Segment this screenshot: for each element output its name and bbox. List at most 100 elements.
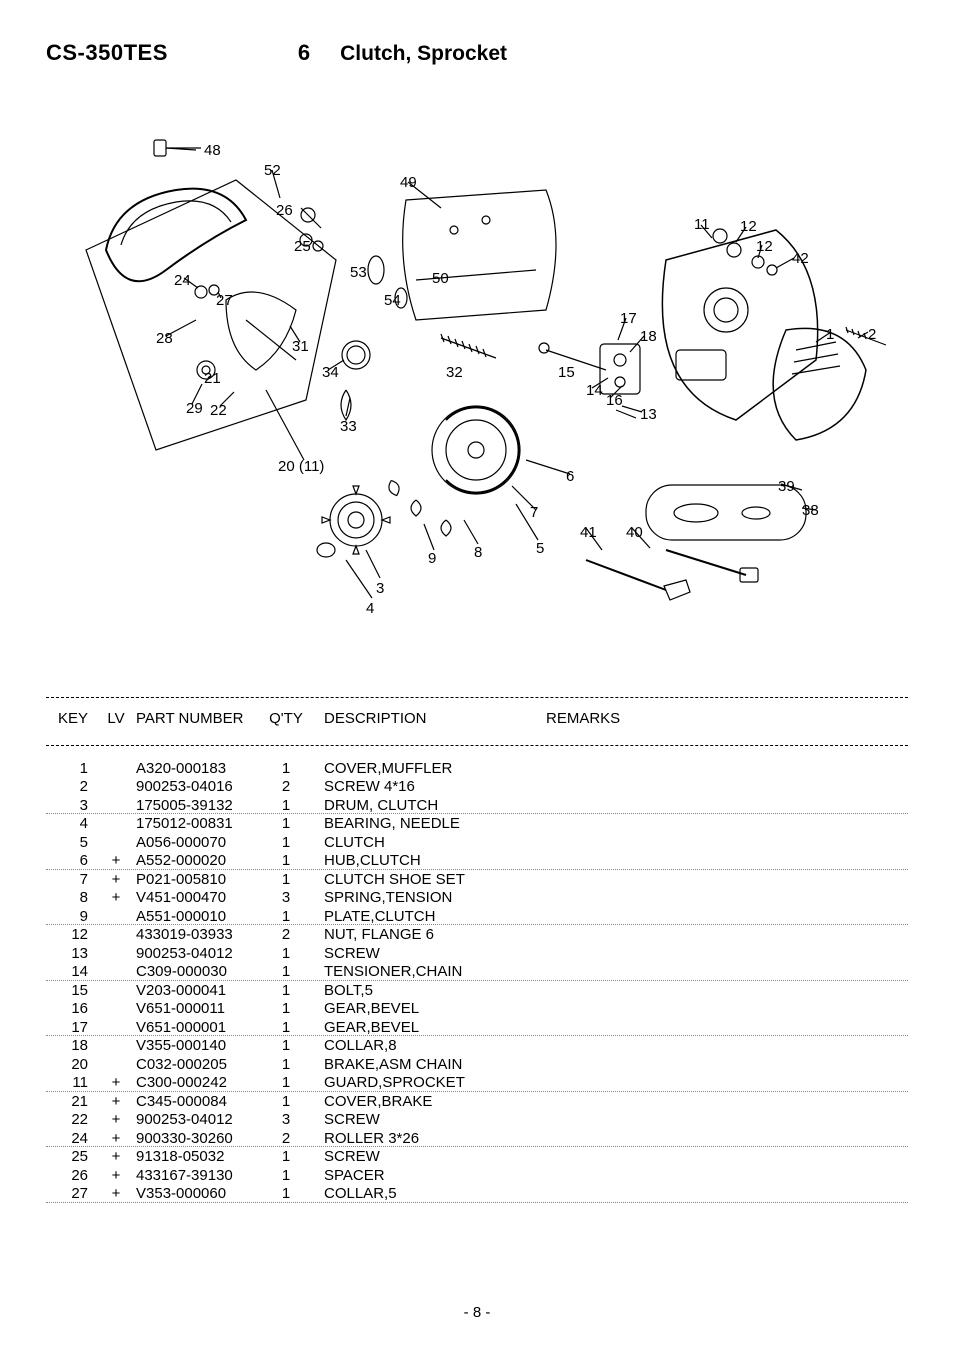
- cell-qty: 1: [266, 834, 306, 853]
- cell-qty: 3: [266, 889, 306, 908]
- cell-key: 1: [46, 760, 96, 779]
- table-row: 5A056-0000701CLUTCH: [46, 834, 908, 853]
- cell-qty: 2: [266, 1130, 306, 1149]
- callout-32: 32: [446, 364, 463, 381]
- cell-lv: +: [96, 1185, 136, 1204]
- callout-9: 9: [428, 550, 436, 567]
- cell-description: CLUTCH: [306, 834, 546, 853]
- cell-key: 22: [46, 1111, 96, 1130]
- cell-lv: [96, 815, 136, 834]
- model-code: CS-350TES: [46, 40, 168, 66]
- cell-qty: 1: [266, 1056, 306, 1075]
- cell-key: 21: [46, 1093, 96, 1112]
- callout-40: 40: [626, 524, 643, 541]
- cell-key: 11: [46, 1074, 96, 1093]
- cell-qty: 1: [266, 945, 306, 964]
- cell-lv: +: [96, 852, 136, 871]
- callout-13: 13: [640, 406, 657, 423]
- callout-18: 18: [640, 328, 657, 345]
- cell-remarks: [546, 1074, 908, 1093]
- cell-qty: 3: [266, 1111, 306, 1130]
- table-row: 1A320-0001831COVER,MUFFLER: [46, 760, 908, 779]
- cell-partnumber: C300-000242: [136, 1074, 266, 1093]
- exploded-diagram: 4852492625111212425350242754172831181234…: [46, 120, 908, 640]
- callout-34: 34: [322, 364, 339, 381]
- cell-lv: [96, 908, 136, 927]
- cell-partnumber: 900253-04012: [136, 945, 266, 964]
- cell-description: COLLAR,8: [306, 1037, 546, 1056]
- table-row: 20C032-0002051BRAKE,ASM CHAIN: [46, 1056, 908, 1075]
- cell-partnumber: C032-000205: [136, 1056, 266, 1075]
- cell-key: 14: [46, 963, 96, 982]
- cell-lv: [96, 797, 136, 816]
- cell-partnumber: 900253-04016: [136, 778, 266, 797]
- section-number: 6: [298, 40, 310, 66]
- cell-remarks: [546, 908, 908, 927]
- cell-description: CLUTCH SHOE SET: [306, 871, 546, 890]
- cell-key: 18: [46, 1037, 96, 1056]
- table-row: 17V651-0000011GEAR,BEVEL: [46, 1019, 908, 1038]
- cell-qty: 2: [266, 926, 306, 945]
- cell-remarks: [546, 963, 908, 982]
- cell-remarks: [546, 945, 908, 964]
- cell-key: 17: [46, 1019, 96, 1038]
- callout-2: 2: [868, 326, 876, 343]
- table-row: 3175005-391321DRUM, CLUTCH: [46, 797, 908, 816]
- section-title: Clutch, Sprocket: [340, 42, 507, 66]
- table-row: 9A551-0000101PLATE,CLUTCH: [46, 908, 908, 927]
- cell-remarks: [546, 778, 908, 797]
- callout-29: 29: [186, 400, 203, 417]
- cell-partnumber: V203-000041: [136, 982, 266, 1001]
- cell-lv: [96, 760, 136, 779]
- cell-remarks: [546, 1185, 908, 1204]
- callout-33: 33: [340, 418, 357, 435]
- cell-lv: +: [96, 1148, 136, 1167]
- cell-remarks: [546, 1037, 908, 1056]
- cell-remarks: [546, 926, 908, 945]
- cell-remarks: [546, 1000, 908, 1019]
- cell-partnumber: V651-000001: [136, 1019, 266, 1038]
- callout-21: 21: [204, 370, 221, 387]
- cell-partnumber: 900330-30260: [136, 1130, 266, 1149]
- table-row: 27+V353-0000601COLLAR,5: [46, 1185, 908, 1204]
- cell-remarks: [546, 1056, 908, 1075]
- callout-12: 12: [756, 238, 773, 255]
- cell-key: 16: [46, 1000, 96, 1019]
- cell-qty: 1: [266, 1019, 306, 1038]
- cell-partnumber: V651-000011: [136, 1000, 266, 1019]
- cell-description: ROLLER 3*26: [306, 1130, 546, 1149]
- callout-52: 52: [264, 162, 281, 179]
- cell-key: 2: [46, 778, 96, 797]
- th-remarks: REMARKS: [546, 710, 908, 729]
- cell-description: COVER,MUFFLER: [306, 760, 546, 779]
- cell-qty: 1: [266, 1185, 306, 1204]
- callout-53: 53: [350, 264, 367, 281]
- cell-lv: [96, 1000, 136, 1019]
- cell-qty: 1: [266, 1167, 306, 1186]
- cell-remarks: [546, 797, 908, 816]
- cell-lv: +: [96, 871, 136, 890]
- cell-remarks: [546, 1130, 908, 1149]
- cell-description: COLLAR,5: [306, 1185, 546, 1204]
- cell-description: SPACER: [306, 1167, 546, 1186]
- cell-qty: 1: [266, 852, 306, 871]
- cell-key: 15: [46, 982, 96, 1001]
- cell-key: 5: [46, 834, 96, 853]
- callout-16: 16: [606, 392, 623, 409]
- cell-lv: +: [96, 1111, 136, 1130]
- callout-7: 7: [530, 504, 538, 521]
- cell-remarks: [546, 889, 908, 908]
- cell-qty: 1: [266, 871, 306, 890]
- cell-partnumber: A551-000010: [136, 908, 266, 927]
- cell-description: GEAR,BEVEL: [306, 1000, 546, 1019]
- cell-qty: 1: [266, 1148, 306, 1167]
- cell-key: 26: [46, 1167, 96, 1186]
- cell-qty: 1: [266, 760, 306, 779]
- cell-lv: [96, 963, 136, 982]
- cell-partnumber: C345-000084: [136, 1093, 266, 1112]
- callout-15: 15: [558, 364, 575, 381]
- page-header: CS-350TES 6 Clutch, Sprocket: [46, 40, 908, 66]
- cell-key: 13: [46, 945, 96, 964]
- cell-description: BEARING, NEEDLE: [306, 815, 546, 834]
- callout-8: 8: [474, 544, 482, 561]
